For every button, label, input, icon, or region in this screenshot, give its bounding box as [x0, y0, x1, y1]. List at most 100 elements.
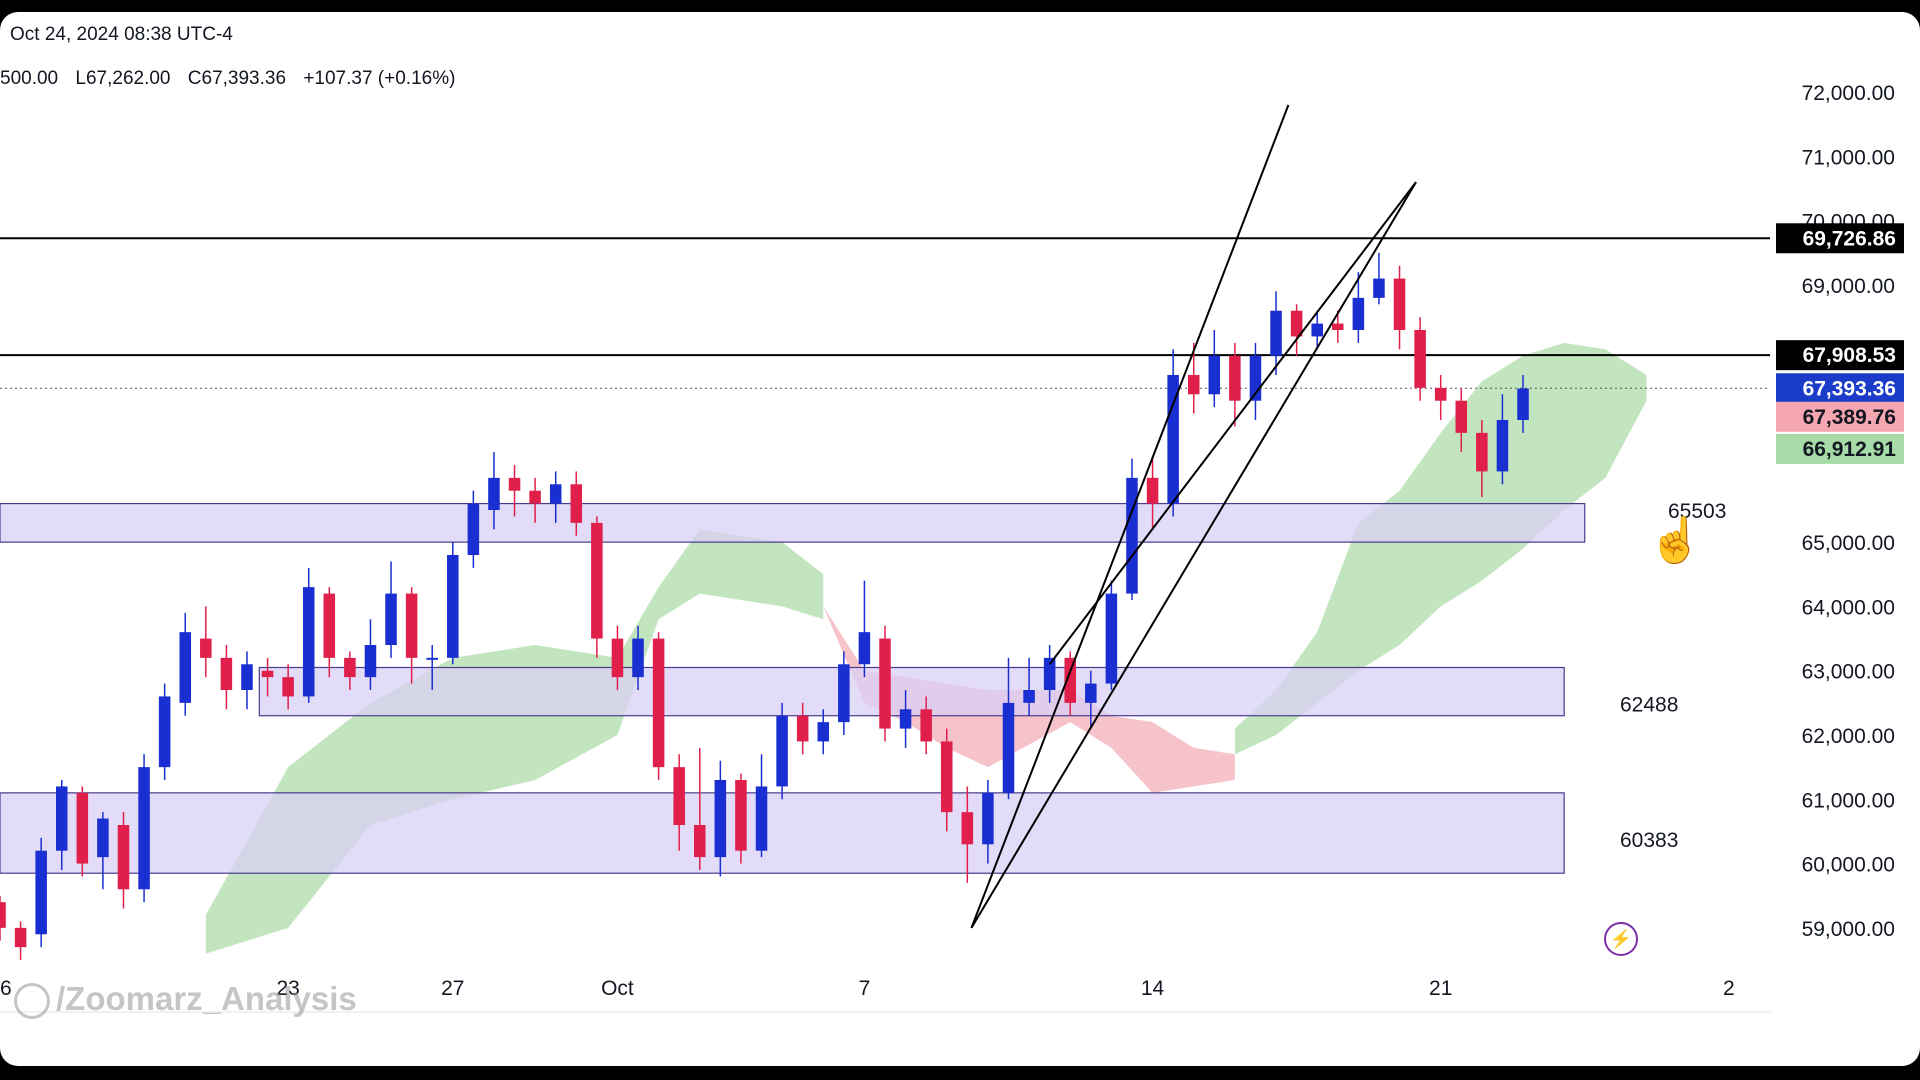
- candle-body: [364, 645, 377, 678]
- candle-body: [858, 632, 871, 665]
- ichimoku-cloud-bullish: [205, 529, 824, 954]
- candle-body: [488, 477, 500, 510]
- candle-body: [940, 741, 953, 813]
- candle-body: [899, 709, 912, 729]
- y-tick-label: 72,000.00: [1802, 82, 1895, 105]
- x-tick-label: 2: [1723, 977, 1735, 1000]
- candle-body: [1517, 388, 1529, 420]
- candle-body: [652, 638, 665, 768]
- candle-body: [1105, 593, 1118, 684]
- candle-body: [426, 657, 438, 660]
- candle-body: [611, 638, 624, 678]
- candle-body: [1414, 330, 1426, 388]
- candle-body: [1043, 657, 1056, 690]
- candle-body: [838, 664, 850, 723]
- candle-body: [1002, 702, 1015, 793]
- candle-body: [323, 593, 336, 658]
- candle-body: [1023, 690, 1035, 703]
- chart-header: Oct 24, 2024 08:38 UTC-4: [0, 12, 1920, 58]
- candle-body: [385, 593, 397, 645]
- candle-body: [405, 593, 418, 658]
- candle-body: [570, 484, 583, 523]
- candle-body: [1064, 657, 1076, 703]
- candle-body: [1167, 375, 1179, 504]
- price-tag-label: 67,393.36: [1803, 377, 1896, 400]
- zone-price-label: 60383: [1620, 829, 1678, 852]
- x-tick-label: 23: [276, 977, 299, 1000]
- candle-body: [1126, 477, 1138, 594]
- candle-body: [447, 555, 459, 658]
- candle-body: [1270, 310, 1282, 356]
- candle-body: [344, 657, 356, 678]
- candle-body: [1434, 387, 1447, 401]
- price-tag: [1776, 223, 1904, 254]
- y-tick-label: 63,000.00: [1802, 661, 1895, 684]
- price-tag: [1776, 401, 1904, 432]
- candle-body: [529, 490, 541, 504]
- watermark-text: /Zoomarz_Analysis: [56, 980, 357, 1017]
- y-tick-label: 71,000.00: [1802, 146, 1895, 169]
- price-tag: [1776, 340, 1904, 371]
- candle-body: [35, 850, 47, 935]
- price-tag-label: 67,389.76: [1803, 406, 1896, 429]
- candle-body: [261, 670, 274, 678]
- candle-body: [220, 657, 233, 690]
- candle-body: [76, 792, 89, 864]
- price-tag-label: 67,908.53: [1803, 344, 1896, 367]
- candle-body: [1249, 355, 1262, 401]
- candle-body: [776, 715, 788, 787]
- candle-body: [632, 638, 644, 678]
- candle-body: [694, 825, 706, 858]
- candle-body: [549, 484, 562, 504]
- y-tick-label: 62,000.00: [1802, 725, 1895, 748]
- support-zone: [0, 502, 1586, 543]
- candle-body: [1229, 355, 1241, 401]
- candle-body: [1332, 323, 1344, 330]
- ohlc-high: 500.00: [0, 68, 59, 89]
- candle-body: [138, 767, 150, 890]
- ohlc-close: C67,393.36: [187, 68, 287, 89]
- candle-body: [1373, 278, 1385, 298]
- candle-body: [1476, 432, 1488, 472]
- trend-channel-line[interactable]: [970, 181, 1417, 929]
- candle-body: [714, 780, 727, 858]
- bolt-icon[interactable]: ⚡: [1604, 922, 1638, 956]
- y-tick-label: 69,000.00: [1802, 275, 1895, 298]
- candle-body: [591, 522, 603, 639]
- x-tick-label: Oct: [601, 977, 634, 1000]
- candle-body: [0, 902, 6, 928]
- candle-body: [302, 587, 315, 697]
- zone-price-label: 65503: [1668, 500, 1726, 523]
- candle-body: [1352, 297, 1365, 330]
- datetime-label: Oct 24, 2024 08:38 UTC-4: [10, 24, 233, 45]
- ohlc-legend: 500.00 L67,262.00 C67,393.36 +107.37 (+0…: [0, 68, 467, 90]
- candle-body: [200, 638, 212, 658]
- ohlc-change: +107.37 (+0.16%): [303, 68, 456, 89]
- ichimoku-cloud-bullish-recent: [1234, 342, 1647, 755]
- support-zone: [0, 792, 1565, 874]
- candle-body: [1496, 420, 1509, 472]
- support-zone: [258, 666, 1565, 717]
- candle-body: [1290, 310, 1303, 337]
- watermark: /Zoomarz_Analysis: [14, 980, 357, 1020]
- trend-channel-line[interactable]: [970, 104, 1290, 929]
- candle-body: [879, 638, 891, 729]
- x-tick-label: 27: [441, 977, 464, 1000]
- candle-body: [796, 715, 809, 742]
- candle-body: [467, 503, 480, 555]
- candle-body: [117, 825, 130, 890]
- candle-body: [1311, 323, 1323, 337]
- candle-body: [961, 812, 974, 845]
- candle-body: [55, 786, 68, 851]
- y-tick-label: 64,000.00: [1802, 596, 1895, 619]
- price-tag-label: 69,726.86: [1803, 227, 1896, 250]
- candle-body: [241, 664, 253, 690]
- y-tick-label: 60,000.00: [1802, 854, 1895, 877]
- tradingview-logo-icon: [14, 983, 50, 1020]
- y-tick-label: 61,000.00: [1802, 789, 1895, 812]
- candle-body: [97, 818, 109, 858]
- x-tick-label: 14: [1141, 977, 1165, 1000]
- trend-channel-line[interactable]: [1048, 181, 1417, 665]
- price-tag-label: 66,912.91: [1803, 438, 1897, 461]
